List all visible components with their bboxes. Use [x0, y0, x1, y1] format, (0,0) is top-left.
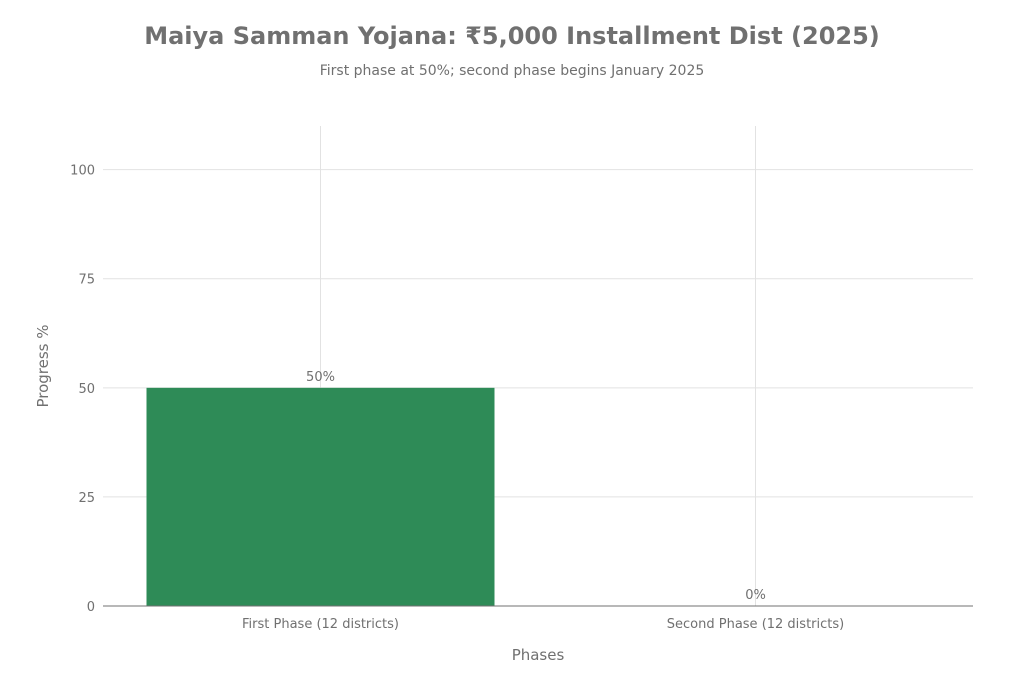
y-tick-label: 75: [78, 273, 95, 288]
x-tick-label: First Phase (12 districts): [242, 617, 399, 632]
labels-layer: 50% 0%: [306, 370, 766, 603]
data-label: 0%: [745, 588, 766, 603]
data-label: 50%: [306, 370, 335, 385]
bar-1: [146, 387, 495, 606]
x-axis-title: Phases: [512, 646, 565, 664]
y-tick-label: 50: [78, 382, 95, 397]
y-tick-label: 100: [70, 164, 95, 179]
y-tick-label: 25: [78, 491, 95, 506]
y-tick-label: 0: [87, 600, 95, 615]
bars-layer: [146, 387, 495, 606]
x-tick-label: Second Phase (12 districts): [667, 617, 844, 632]
chart-subtitle: First phase at 50%; second phase begins …: [320, 63, 705, 79]
y-axis-title: Progress %: [34, 324, 52, 407]
chart-title: Maiya Samman Yojana: ₹5,000 Installment …: [144, 22, 880, 50]
axis-layer: 0 25 50 75 100 First Phase (12 districts) Seco…: [70, 164, 973, 632]
